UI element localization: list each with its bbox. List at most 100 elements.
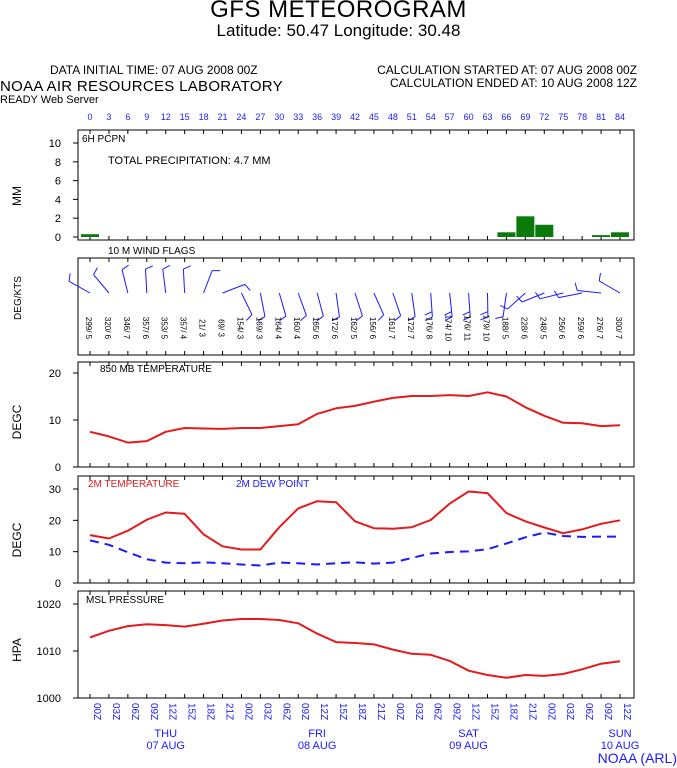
series-line <box>89 531 620 567</box>
calculation-ended: CALCULATION ENDED AT: 10 AUG 2008 12Z <box>390 76 637 90</box>
wind-barb-feather <box>495 316 504 320</box>
y-tick-label: 2 <box>55 213 61 225</box>
wind-barb-feather <box>407 316 416 322</box>
legend-temperature: 2M TEMPERATURE <box>88 479 180 490</box>
lat-lon-subtitle: Latitude: 50.47 Longitude: 30.48 <box>216 21 461 40</box>
hour-label: 06Z <box>129 703 140 720</box>
wind-barb-shaft <box>598 280 621 294</box>
hour-label: 00Z <box>242 703 253 720</box>
wind-barb-shaft <box>222 283 246 294</box>
series-line <box>89 618 621 679</box>
wind-barb-feather <box>377 314 385 321</box>
top-hour-label: 3 <box>106 112 111 122</box>
y-tick-label: 0 <box>55 232 61 244</box>
wind-barb-feather <box>574 282 578 291</box>
top-hour-label: 78 <box>577 112 587 122</box>
wind-label: 176/ 11 <box>463 315 472 342</box>
wind-label: 169/ 3 <box>254 317 263 340</box>
wind-barb-feather <box>480 316 489 321</box>
day-date: 07 AUG <box>146 740 185 752</box>
top-hour-label: 69 <box>520 112 530 122</box>
wind-barb-shaft <box>373 292 385 316</box>
panel-title: 6H PCPN <box>82 134 125 145</box>
wind-label: 162/ 5 <box>349 317 358 340</box>
wind-label: 353/ 5 <box>160 317 169 340</box>
panel-frame <box>77 129 635 241</box>
wind-barb-shaft <box>539 292 564 300</box>
wind-label: 346/ 7 <box>122 317 131 340</box>
hour-label: 12Z <box>318 703 329 720</box>
hour-label: 09Z <box>602 703 613 720</box>
hour-label: 00Z <box>91 703 102 720</box>
hour-label: 03Z <box>261 703 272 720</box>
wind-barb-shaft <box>558 292 583 299</box>
panel-title: MSL PRESSURE <box>86 595 164 606</box>
top-hour-label: 0 <box>87 112 92 122</box>
wind-barb-shaft <box>145 269 148 294</box>
hour-label: 21Z <box>526 703 537 720</box>
top-hour-label: 48 <box>388 112 398 122</box>
wind-barb-feather <box>162 265 171 270</box>
y-tick-label: 0 <box>55 578 61 590</box>
hour-label: 21Z <box>375 703 386 720</box>
top-hour-label: 57 <box>445 112 455 122</box>
precip-bar <box>592 235 611 237</box>
precip-bar <box>611 232 629 237</box>
wind-barb-shaft <box>335 292 340 317</box>
wind-label: 179/ 10 <box>482 315 491 342</box>
wind-label: 165/ 6 <box>311 317 320 340</box>
wind-barb-feather <box>244 284 251 291</box>
wind-barb-shaft <box>182 269 186 294</box>
hour-label: 00Z <box>545 703 556 720</box>
top-hour-label: 9 <box>144 112 149 122</box>
top-hour-label: 6 <box>125 112 130 122</box>
wind-barb-feather <box>145 265 154 270</box>
wind-barb-feather <box>500 304 508 310</box>
wind-barb-shaft <box>121 269 129 294</box>
hour-label: 09Z <box>299 703 310 720</box>
wind-label: 299/ 5 <box>84 317 93 340</box>
data-initial-time: DATA INITIAL TIME: 07 AUG 2008 00Z <box>50 63 258 77</box>
wind-barb-shaft <box>203 270 213 294</box>
precip-bar <box>497 232 516 237</box>
wind-barb-feather <box>300 315 307 322</box>
wind-barb-feather <box>462 316 471 321</box>
top-hour-label: 45 <box>369 112 379 122</box>
wind-label: 69/ 3 <box>217 319 226 337</box>
wind-barb-shaft <box>577 289 602 294</box>
wind-barb-shaft <box>507 292 526 310</box>
hour-label: 18Z <box>356 703 367 720</box>
wind-barb-feather <box>279 315 287 322</box>
wind-barb-shaft <box>68 280 91 294</box>
hour-label: 18Z <box>205 703 216 720</box>
panel-0: MM 0 2 4 6 8 10 6H PCPN TOTAL PRECIPITATION: 4.7… <box>10 129 635 244</box>
y-axis-label: MM <box>10 186 24 206</box>
wind-barb-feather <box>424 311 433 316</box>
total-precip-label: TOTAL PRECIPITATION: 4.7 MM <box>108 155 271 167</box>
top-hour-label: 33 <box>293 112 303 122</box>
calculation-started: CALCULATION STARTED AT: 07 AUG 2008 00Z <box>377 63 637 77</box>
y-tick-label: 20 <box>49 515 61 527</box>
top-hour-label: 42 <box>350 112 360 122</box>
panel-4: HPA 1000 1010 1020 MSL PRESSURE <box>10 590 635 705</box>
hour-label: 15Z <box>186 703 197 720</box>
wind-label: 248/ 5 <box>538 317 547 340</box>
hour-label: 09Z <box>451 703 462 720</box>
panel-frame <box>77 475 635 584</box>
top-hour-label: 18 <box>199 112 209 122</box>
wind-label: 156/ 6 <box>368 317 377 340</box>
hour-label: 12Z <box>470 703 481 720</box>
hour-label: 03Z <box>110 703 121 720</box>
series-line <box>89 490 621 551</box>
day-name: THU <box>154 728 177 740</box>
top-hour-label: 81 <box>596 112 606 122</box>
wind-label: 188/ 5 <box>500 317 509 340</box>
hour-label: 18Z <box>507 703 518 720</box>
wind-barb-feather <box>462 311 471 316</box>
wind-barb-feather <box>598 273 601 282</box>
precip-bar <box>81 234 99 237</box>
y-tick-label: 8 <box>55 157 61 169</box>
hour-label: 12Z <box>621 703 632 720</box>
y-tick-label: 6 <box>55 176 61 188</box>
